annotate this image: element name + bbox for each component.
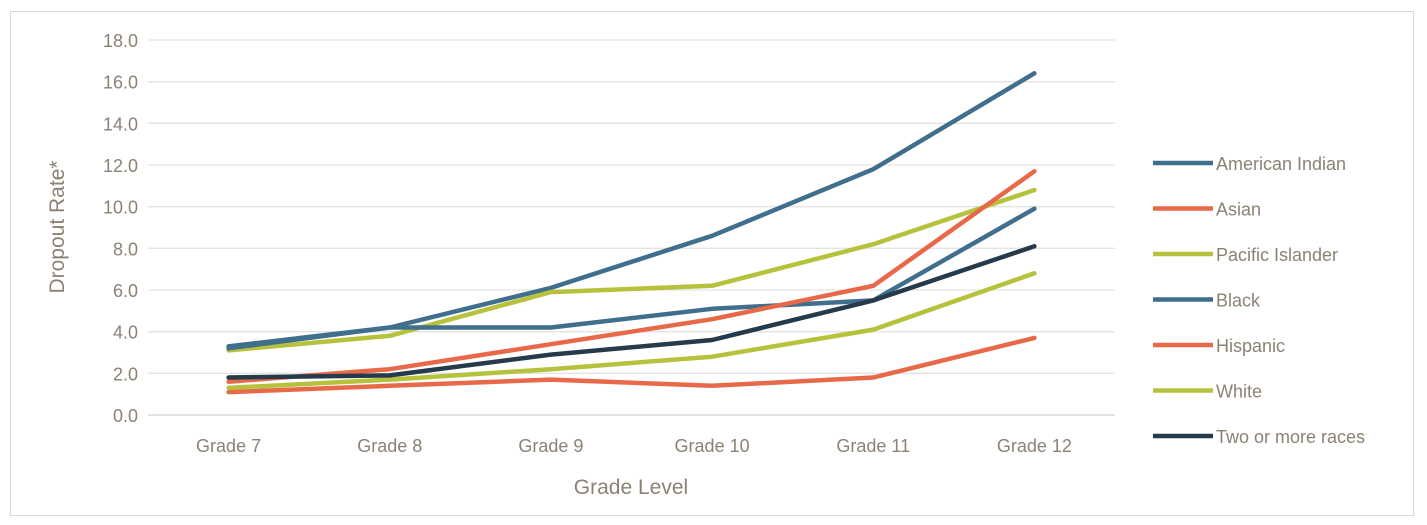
y-tick-label: 4.0 xyxy=(113,323,138,343)
y-tick-label: 14.0 xyxy=(103,114,138,134)
series-line-pacific-islander xyxy=(226,187,1037,353)
y-axis-ticks: 0.0 2.0 4.0 6.0 8.0 10.0 12.0 14.0 16.0 18.0 xyxy=(103,31,138,426)
y-axis-title: Dropout Rate* xyxy=(46,160,69,293)
x-tick-label: Grade 7 xyxy=(196,436,261,456)
series-line-hispanic xyxy=(226,169,1037,384)
legend-label-black: Black xyxy=(1216,291,1261,311)
series-line-american-indian xyxy=(226,71,1037,349)
legend-label-hispanic: Hispanic xyxy=(1216,336,1285,356)
legend-label-american-indian: American Indian xyxy=(1216,154,1346,174)
x-tick-label: Grade 10 xyxy=(675,436,750,456)
series-lines xyxy=(226,71,1037,395)
series-line-two-or-more-races xyxy=(226,244,1037,380)
chart-frame xyxy=(10,11,1414,516)
x-tick-label: Grade 8 xyxy=(357,436,422,456)
series-line-black xyxy=(226,206,1037,351)
legend: American Indian Asian Pacific Islander Blac… xyxy=(1153,154,1365,447)
x-tick-label: Grade 12 xyxy=(997,436,1072,456)
y-tick-label: 10.0 xyxy=(103,198,138,218)
series-line-white xyxy=(226,271,1037,391)
y-tick-label: 18.0 xyxy=(103,31,138,51)
legend-label-two-or-more-races: Two or more races xyxy=(1216,427,1365,447)
y-tick-label: 6.0 xyxy=(113,281,138,301)
legend-label-white: White xyxy=(1216,382,1262,402)
series-line-asian xyxy=(226,335,1037,395)
y-tick-label: 2.0 xyxy=(113,364,138,384)
gridlines xyxy=(148,39,1115,416)
x-tick-label: Grade 9 xyxy=(518,436,583,456)
x-tick-label: Grade 11 xyxy=(836,436,910,456)
x-axis-title: Grade Level xyxy=(574,476,688,499)
y-tick-label: 0.0 xyxy=(113,406,138,426)
x-axis-ticks: Grade 7 Grade 8 Grade 9 Grade 10 Grade 11 Gra… xyxy=(196,436,1072,456)
legend-label-asian: Asian xyxy=(1216,200,1261,220)
legend-label-pacific-islander: Pacific Islander xyxy=(1216,245,1338,265)
y-tick-label: 16.0 xyxy=(103,73,138,93)
y-tick-label: 12.0 xyxy=(103,156,138,176)
y-tick-label: 8.0 xyxy=(113,239,138,259)
